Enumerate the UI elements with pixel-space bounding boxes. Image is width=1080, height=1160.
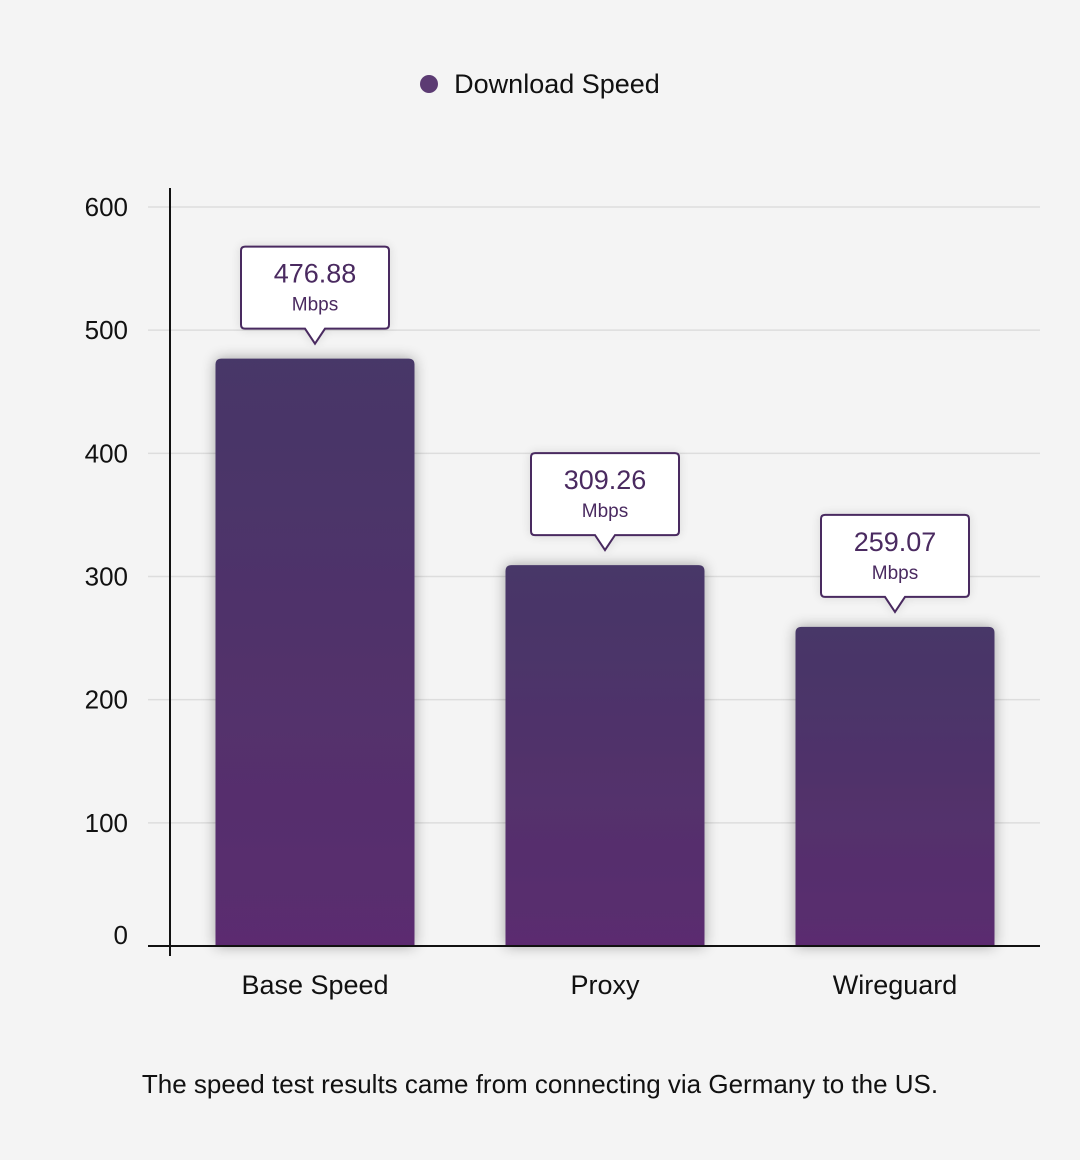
- callout-unit: Mbps: [582, 501, 628, 522]
- bar-wireguard: [795, 626, 995, 946]
- callout-value: 476.88: [274, 259, 357, 289]
- y-tick-label: 100: [85, 808, 128, 838]
- callout-unit: Mbps: [292, 295, 338, 316]
- callout-value: 259.07: [854, 527, 937, 557]
- value-callout: 309.26 Mbps: [530, 452, 680, 552]
- y-tick-label: 0: [114, 920, 128, 950]
- y-tick-label: 600: [85, 192, 128, 222]
- callout-value: 309.26: [564, 465, 647, 495]
- callout-box: [820, 513, 970, 614]
- callout-box: [530, 452, 680, 552]
- bars: [215, 358, 995, 946]
- y-tick-label: 400: [85, 438, 128, 468]
- chart-caption: The speed test results came from connect…: [141, 1069, 939, 1099]
- value-callout: 476.88 Mbps: [240, 245, 390, 346]
- y-tick-label: 200: [85, 685, 128, 715]
- axes: [148, 188, 1040, 956]
- bar-base-speed: [215, 358, 415, 946]
- legend: Download Speed: [0, 66, 1080, 102]
- value-callouts: 476.88 Mbps 309.26 Mbps 259.07 Mbps: [240, 245, 970, 614]
- legend-swatch-icon: [420, 75, 439, 93]
- legend-label: Download Speed: [454, 69, 660, 99]
- x-tick-label: Base Speed: [241, 970, 388, 1000]
- x-tick-label: Wireguard: [833, 970, 958, 1000]
- callout-unit: Mbps: [872, 563, 918, 584]
- y-tick-label: 300: [85, 562, 128, 592]
- bar-proxy: [505, 565, 705, 946]
- legend-item-download-speed[interactable]: Download Speed: [420, 66, 660, 102]
- x-tick-label: Proxy: [570, 970, 640, 1000]
- value-callout: 259.07 Mbps: [820, 513, 970, 614]
- tick-labels: 0 100 200 300 400 500 600 Base Speed Proxy Wiregu…: [85, 192, 958, 1000]
- y-tick-label: 500: [85, 315, 128, 345]
- callout-box: [240, 245, 390, 346]
